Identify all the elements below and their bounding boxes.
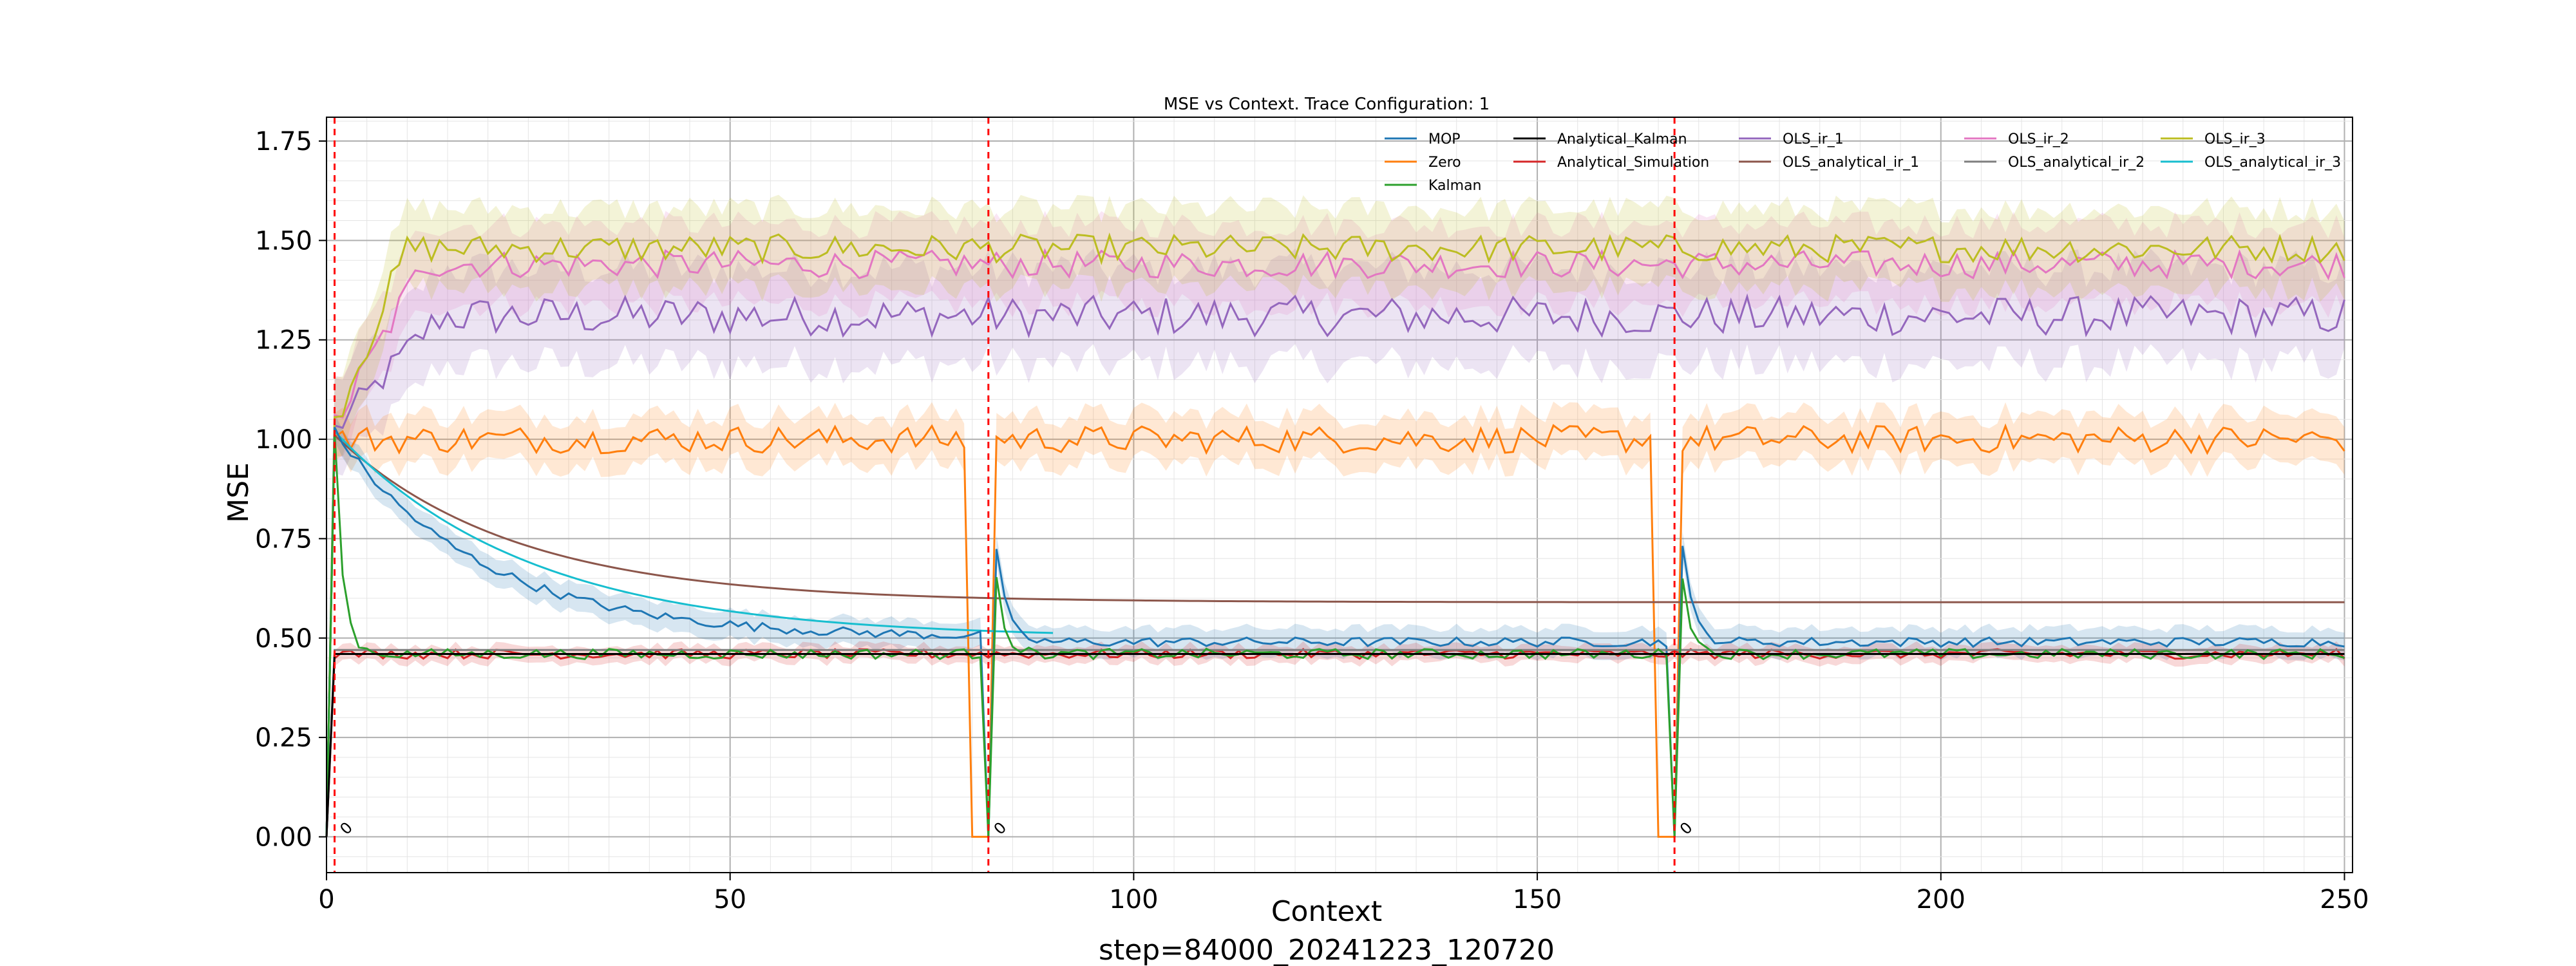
chart-title: MSE vs Context. Trace Configuration: 1 [1164, 95, 1490, 114]
x-axis-label: Context [1271, 895, 1382, 928]
x-tick-label: 100 [1109, 885, 1158, 914]
series-line-mop [325, 426, 2345, 837]
series-line-ols-ir-3 [325, 232, 2345, 837]
series-line-ols-ir-2 [325, 248, 2345, 837]
legend-label: Kalman [1428, 178, 1482, 194]
zero-annotation: 0 [990, 819, 1010, 838]
plot-frame [326, 117, 2353, 873]
x-tick-label: 150 [1513, 885, 1562, 914]
y-tick-label: 0.00 [255, 822, 312, 852]
x-tick-label: 250 [2320, 885, 2369, 914]
legend: MOP Zero Kalman Analytical_Kalman Analytical… [1385, 131, 2341, 194]
y-tick-label: 1.00 [255, 425, 312, 455]
legend-label: Analytical_Simulation [1557, 155, 1709, 171]
y-tick-label: 1.25 [255, 326, 312, 355]
x-tick-label: 50 [714, 885, 746, 914]
series-line-analytical-kalman [325, 652, 2345, 837]
series-line-ols-analytical-ir-3 [325, 429, 1054, 837]
y-tick-label: 1.50 [255, 226, 312, 256]
series-line-zero [325, 423, 2345, 838]
axis-ticks: 0 50 100 150 200 250 0.00 0.25 0.50 0.75 1.00 1.25 1… [255, 127, 2369, 914]
grid-layer [326, 117, 2353, 873]
y-tick-label: 0.25 [255, 723, 312, 753]
x-tick-label: 200 [1917, 885, 1965, 914]
legend-label: OLS_analytical_ir_2 [2008, 155, 2145, 171]
band-zero [327, 401, 2345, 837]
x-tick-label: 0 [318, 885, 334, 914]
legend-label: OLS_ir_3 [2204, 131, 2266, 147]
legend-label: Analytical_Kalman [1557, 131, 1687, 147]
zero-annotation: 0 [337, 819, 357, 838]
legend-label: OLS_ir_1 [1783, 131, 1844, 147]
band-ols-ir-2 [327, 211, 2345, 837]
legend-label: OLS_ir_2 [2008, 131, 2069, 147]
series-line-ols-analytical-ir-1 [325, 433, 2345, 837]
series-line-ols-ir-1 [325, 293, 2345, 837]
legend-label: OLS_analytical_ir_3 [2204, 155, 2341, 171]
legend-label: OLS_analytical_ir_1 [1783, 155, 1919, 171]
y-tick-label: 0.75 [255, 524, 312, 554]
band-analytical-simulation [327, 641, 2345, 837]
y-tick-label: 1.75 [255, 127, 312, 156]
y-axis-label: MSE [222, 462, 255, 523]
legend-label: MOP [1428, 131, 1461, 147]
zero-annotation: 0 [1676, 819, 1696, 838]
legend-label: Zero [1428, 155, 1461, 171]
band-ols-ir-3 [327, 194, 2345, 837]
step-footer: step=84000_20241223_120720 [1099, 934, 1555, 966]
y-tick-label: 0.50 [255, 624, 312, 654]
series-lines [325, 232, 2345, 838]
band-mop [327, 413, 2345, 837]
